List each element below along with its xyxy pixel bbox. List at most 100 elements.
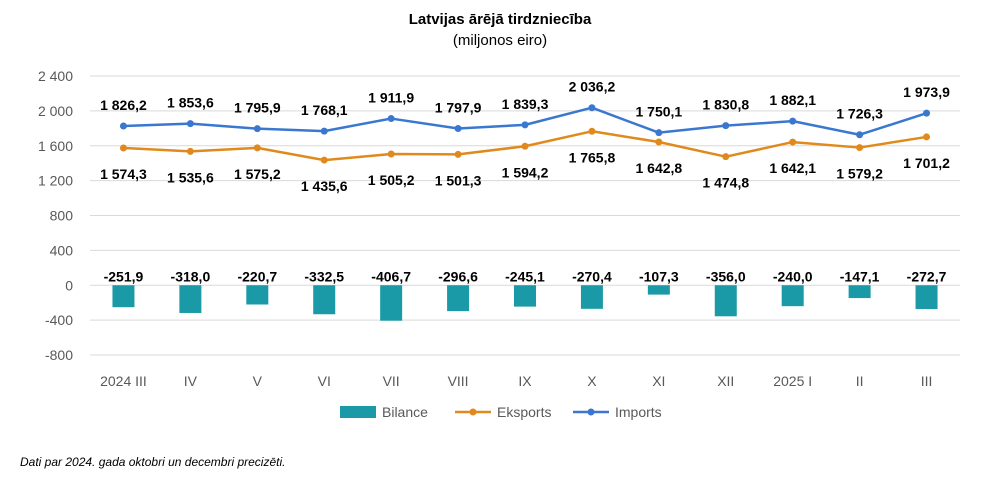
imports-point bbox=[655, 129, 663, 137]
bilance-data-label: -296,6 bbox=[438, 268, 478, 284]
x-tick-label: II bbox=[856, 373, 864, 389]
imports-data-label: 1 839,3 bbox=[502, 96, 549, 112]
imports-point bbox=[119, 122, 127, 130]
imports-point bbox=[320, 127, 328, 135]
bar-bilance bbox=[848, 285, 871, 299]
legend-item-bilance-label: Bilance bbox=[382, 404, 428, 420]
bilance-data-label: -245,1 bbox=[505, 268, 545, 284]
imports-point bbox=[588, 104, 596, 112]
bilance-data-label: -220,7 bbox=[237, 268, 277, 284]
legend-item-bilance-swatch bbox=[340, 406, 376, 418]
bar-bilance bbox=[313, 285, 336, 315]
eksports-point bbox=[521, 142, 529, 150]
bar-bilance bbox=[714, 285, 737, 317]
imports-data-label: 2 036,2 bbox=[569, 79, 616, 95]
x-tick-label: 2024 III bbox=[100, 373, 147, 389]
eksports-point bbox=[856, 144, 864, 152]
eksports-data-label: 1 642,8 bbox=[635, 160, 682, 176]
x-tick-label: XII bbox=[717, 373, 734, 389]
imports-point bbox=[789, 117, 797, 125]
eksports-point bbox=[119, 144, 127, 152]
x-tick-label: V bbox=[253, 373, 263, 389]
imports-data-label: 1 882,1 bbox=[769, 92, 816, 108]
bilance-data-label: -318,0 bbox=[171, 268, 211, 284]
imports-point bbox=[923, 109, 931, 117]
eksports-point bbox=[320, 156, 328, 164]
eksports-data-label: 1 501,3 bbox=[435, 172, 482, 188]
legend-item-imports-label: Imports bbox=[615, 404, 662, 420]
legend-item-eksports-marker bbox=[469, 408, 477, 416]
bar-bilance bbox=[380, 285, 403, 321]
imports-data-label: 1 973,9 bbox=[903, 84, 950, 100]
eksports-data-label: 1 579,2 bbox=[836, 166, 883, 182]
imports-data-label: 1 750,1 bbox=[635, 104, 682, 120]
eksports-data-label: 1 594,2 bbox=[502, 164, 549, 180]
imports-point bbox=[722, 122, 730, 130]
eksports-point bbox=[789, 138, 797, 146]
y-tick-label: -800 bbox=[45, 347, 73, 363]
x-tick-label: VIII bbox=[448, 373, 469, 389]
x-tick-label: IV bbox=[184, 373, 198, 389]
x-tick-label: VII bbox=[383, 373, 400, 389]
imports-point bbox=[387, 115, 395, 123]
y-tick-label: -400 bbox=[45, 312, 73, 328]
x-tick-label: XI bbox=[652, 373, 665, 389]
bar-bilance bbox=[514, 285, 536, 307]
eksports-data-label: 1 642,1 bbox=[769, 160, 816, 176]
eksports-data-label: 1 701,2 bbox=[903, 155, 950, 171]
bilance-data-label: -240,0 bbox=[773, 268, 813, 284]
bar-bilance bbox=[447, 285, 470, 312]
y-tick-label: 0 bbox=[65, 277, 73, 293]
imports-data-label: 1 853,6 bbox=[167, 95, 214, 111]
imports-point bbox=[856, 131, 864, 139]
eksports-point bbox=[387, 150, 395, 158]
bar-bilance bbox=[179, 285, 202, 313]
x-tick-label: III bbox=[921, 373, 933, 389]
imports-point bbox=[186, 120, 194, 128]
y-tick-label: 1 600 bbox=[38, 138, 73, 154]
x-tick-label: X bbox=[587, 373, 597, 389]
eksports-point bbox=[923, 133, 931, 141]
eksports-point bbox=[186, 147, 194, 155]
bilance-data-label: -107,3 bbox=[639, 268, 679, 284]
chart-subtitle: (miljonos eiro) bbox=[452, 32, 548, 49]
bilance-data-label: -406,7 bbox=[371, 268, 411, 284]
imports-data-label: 1 830,8 bbox=[702, 97, 749, 113]
eksports-point bbox=[655, 138, 663, 146]
imports-point bbox=[521, 121, 529, 129]
eksports-data-label: 1 505,2 bbox=[368, 172, 415, 188]
chart-area: -800 -400 0 400 800 1 200 1 600 2 000 2 400 2024 … bbox=[38, 68, 960, 420]
imports-data-label: 1 911,9 bbox=[368, 90, 414, 106]
imports-data-label: 1 768,1 bbox=[301, 102, 348, 118]
bar-bilance bbox=[112, 285, 135, 308]
eksports-data-label: 1 535,6 bbox=[167, 169, 214, 185]
eksports-data-label: 1 575,2 bbox=[234, 166, 281, 182]
y-tick-label: 400 bbox=[50, 242, 74, 258]
bar-bilance bbox=[781, 285, 804, 307]
x-tick-label: VI bbox=[318, 373, 331, 389]
bilance-data-label: -251,9 bbox=[104, 268, 144, 284]
bar-bilance bbox=[647, 285, 670, 295]
eksports-point bbox=[722, 153, 730, 161]
x-tick-label: 2025 I bbox=[773, 373, 812, 389]
bilance-data-label: -272,7 bbox=[907, 268, 947, 284]
eksports-point bbox=[454, 150, 462, 158]
y-tick-label: 800 bbox=[50, 208, 74, 224]
bar-bilance bbox=[580, 285, 603, 309]
imports-point bbox=[454, 124, 462, 132]
legend-item-eksports-label: Eksports bbox=[497, 404, 551, 420]
eksports-data-label: 1 474,8 bbox=[702, 175, 749, 191]
imports-data-label: 1 795,9 bbox=[234, 100, 281, 116]
eksports-data-label: 1 574,3 bbox=[100, 166, 147, 182]
imports-data-label: 1 726,3 bbox=[836, 106, 883, 122]
eksports-point bbox=[588, 127, 596, 135]
imports-point bbox=[253, 125, 261, 133]
y-tick-label: 1 200 bbox=[38, 173, 73, 189]
chart-title: Latvijas ārējā tirdzniecība bbox=[408, 11, 592, 28]
eksports-data-label: 1 765,8 bbox=[569, 149, 616, 165]
legend-item-imports-marker bbox=[587, 408, 595, 416]
eksports-point bbox=[253, 144, 261, 152]
x-tick-label: IX bbox=[518, 373, 532, 389]
bar-bilance bbox=[246, 285, 269, 305]
eksports-data-label: 1 435,6 bbox=[301, 178, 348, 194]
